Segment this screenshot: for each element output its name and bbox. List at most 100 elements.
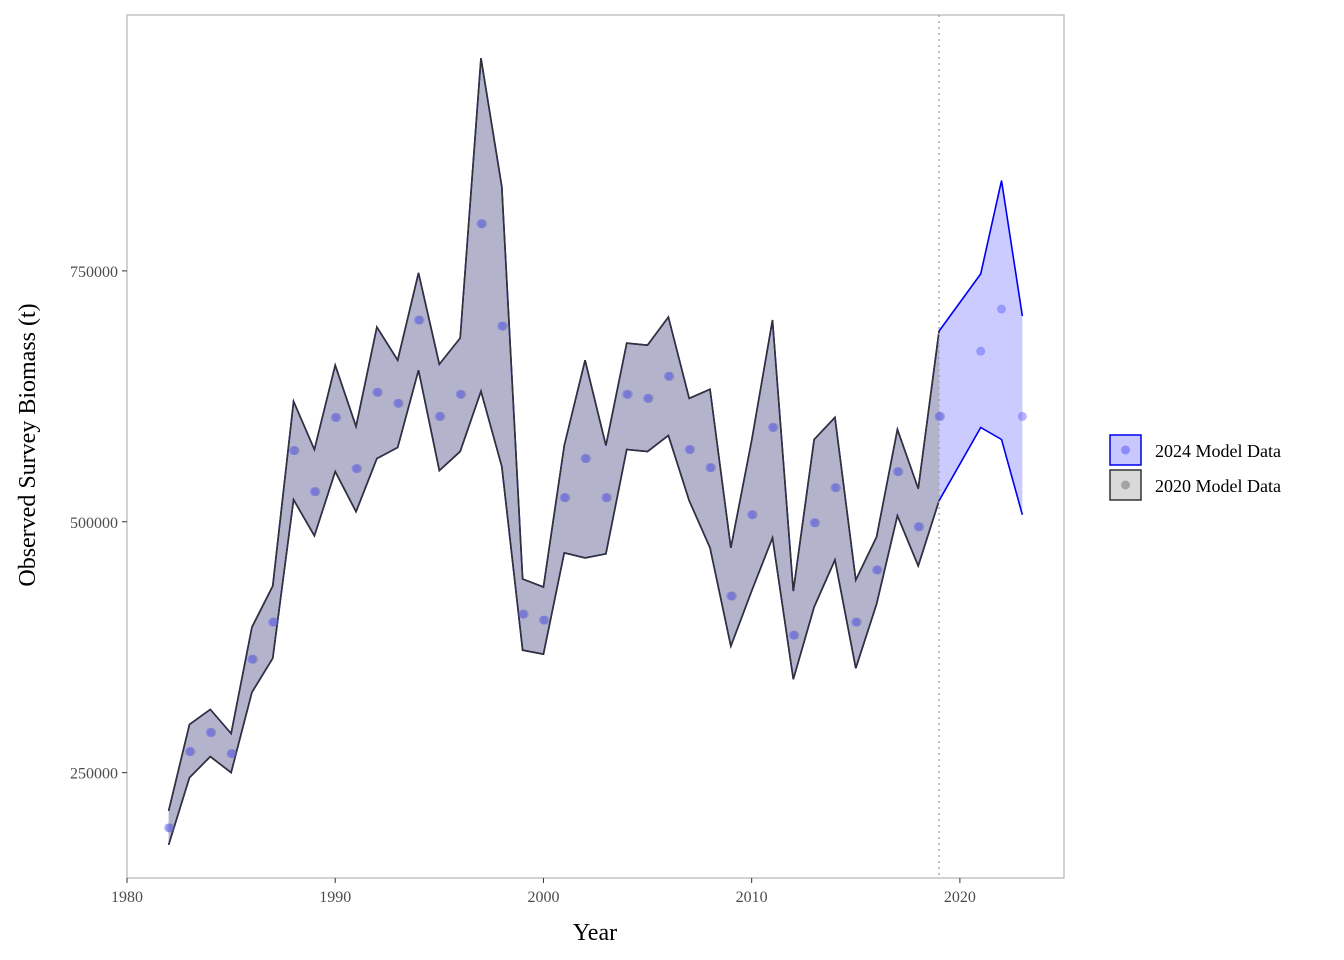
point-2024: [476, 219, 486, 229]
point-2024: [705, 463, 715, 473]
point-2020: [602, 493, 612, 503]
point-2024: [809, 518, 819, 528]
point-2020: [269, 617, 279, 627]
point-2024: [643, 393, 653, 403]
point-2024: [393, 398, 403, 408]
point-2020: [644, 393, 654, 403]
legend: 2024 Model Data 2020 Model Data: [1109, 434, 1281, 501]
panel-border: [126, 14, 1065, 879]
observation-points: [164, 219, 1027, 833]
point-2024: [518, 609, 528, 619]
point-2024: [913, 522, 923, 532]
point-2024: [830, 483, 840, 493]
point-2024: [414, 315, 424, 325]
point-2024: [580, 454, 590, 464]
point-2020: [457, 389, 467, 399]
point-2024: [559, 493, 569, 503]
point-2024: [726, 591, 736, 601]
point-2020: [373, 387, 383, 397]
point-2020: [165, 823, 175, 833]
point-2020: [540, 615, 550, 625]
y-tick-label: 250000: [70, 766, 118, 783]
legend-label-2020: 2020 Model Data: [1155, 476, 1281, 496]
point-2020: [915, 522, 925, 532]
point-2024: [747, 510, 757, 520]
point-2020: [707, 463, 717, 473]
point-2020: [415, 315, 425, 325]
point-2024: [934, 411, 944, 421]
point-2024: [851, 617, 861, 627]
point-2024: [205, 727, 215, 737]
point-2020: [790, 630, 800, 640]
point-2024: [767, 422, 777, 432]
x-tick-label: 2020: [944, 889, 976, 906]
plot-panel: [126, 14, 1065, 879]
x-tick-label: 1980: [111, 889, 143, 906]
legend-point-2020: [1121, 480, 1130, 490]
upper-line-2020: [167, 58, 940, 811]
point-2024: [1017, 411, 1027, 421]
y-tick-label: 500000: [70, 515, 118, 532]
point-2024: [622, 389, 632, 399]
point-2020: [686, 445, 696, 455]
point-2020: [436, 411, 446, 421]
point-2020: [248, 654, 258, 664]
point-2020: [290, 446, 300, 456]
point-2020: [665, 371, 675, 381]
point-2024: [289, 446, 299, 456]
point-2024: [788, 630, 798, 640]
x-tick-label: 2000: [527, 889, 559, 906]
point-2024: [434, 411, 444, 421]
ribbon-edges: [167, 15, 1024, 878]
point-2024: [247, 654, 257, 664]
point-2020: [311, 487, 321, 497]
point-2020: [477, 219, 487, 229]
x-tick-label: 1990: [319, 889, 351, 906]
point-2020: [831, 483, 841, 493]
ribbons: [168, 58, 1023, 845]
point-2020: [769, 422, 779, 432]
point-2024: [309, 487, 319, 497]
point-2024: [976, 346, 986, 356]
point-2024: [538, 615, 548, 625]
y-axis-title: Observed Survey Biomass (t): [15, 303, 41, 586]
point-2020: [727, 591, 737, 601]
point-2024: [663, 371, 673, 381]
point-2024: [372, 387, 382, 397]
point-2024: [601, 493, 611, 503]
point-2020: [936, 411, 946, 421]
point-2024: [330, 412, 340, 422]
point-2024: [226, 749, 236, 759]
y-tick-label: 750000: [70, 264, 118, 281]
x-tick-label: 2010: [736, 889, 768, 906]
point-2020: [228, 749, 238, 759]
point-2024: [268, 617, 278, 627]
point-2020: [811, 518, 821, 528]
lower-line-2020: [167, 370, 940, 846]
point-2020: [332, 412, 342, 422]
point-2020: [852, 617, 862, 627]
point-2024: [455, 389, 465, 399]
point-2024: [184, 747, 194, 757]
point-2024: [997, 304, 1007, 314]
legend-label-2024: 2024 Model Data: [1155, 441, 1281, 461]
point-2024: [872, 565, 882, 575]
point-2024: [164, 823, 174, 833]
point-2020: [561, 493, 571, 503]
x-axis-title: Year: [573, 920, 617, 946]
point-2020: [623, 389, 633, 399]
axes: 1980 1990 2000 2010 2020 250000 500000 750000: [70, 264, 976, 906]
point-2020: [894, 467, 904, 477]
point-2020: [207, 727, 217, 737]
point-2020: [353, 464, 363, 474]
point-2024: [684, 445, 694, 455]
point-2020: [582, 454, 592, 464]
point-2020: [519, 609, 529, 619]
point-2020: [748, 510, 758, 520]
point-2024: [497, 321, 507, 331]
point-2024: [351, 464, 361, 474]
point-2020: [873, 565, 883, 575]
point-2020: [394, 398, 404, 408]
